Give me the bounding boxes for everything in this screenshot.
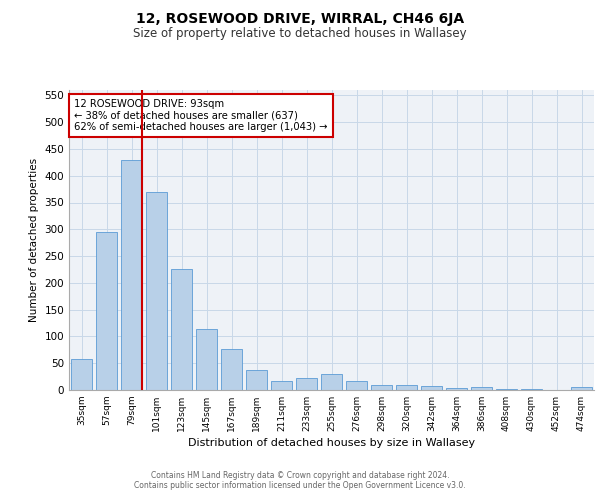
Bar [221, 350, 242, 390]
Text: Contains HM Land Registry data © Crown copyright and database right 2024.
Contai: Contains HM Land Registry data © Crown c… [134, 470, 466, 490]
Bar [96, 232, 117, 390]
Bar [371, 384, 392, 390]
Bar [346, 381, 367, 390]
Bar [121, 160, 142, 390]
Text: Size of property relative to detached houses in Wallasey: Size of property relative to detached ho… [133, 28, 467, 40]
Bar [496, 389, 517, 390]
Bar [71, 360, 92, 390]
Y-axis label: Number of detached properties: Number of detached properties [29, 158, 39, 322]
Bar [196, 330, 217, 390]
Bar [446, 388, 467, 390]
Bar [271, 381, 292, 390]
Bar [471, 388, 492, 390]
X-axis label: Distribution of detached houses by size in Wallasey: Distribution of detached houses by size … [188, 438, 475, 448]
Bar [246, 370, 267, 390]
Bar [396, 384, 417, 390]
Bar [171, 270, 192, 390]
Text: 12, ROSEWOOD DRIVE, WIRRAL, CH46 6JA: 12, ROSEWOOD DRIVE, WIRRAL, CH46 6JA [136, 12, 464, 26]
Bar [321, 374, 342, 390]
Bar [571, 388, 592, 390]
Bar [146, 192, 167, 390]
Bar [296, 378, 317, 390]
Bar [421, 386, 442, 390]
Text: 12 ROSEWOOD DRIVE: 93sqm
← 38% of detached houses are smaller (637)
62% of semi-: 12 ROSEWOOD DRIVE: 93sqm ← 38% of detach… [74, 99, 328, 132]
